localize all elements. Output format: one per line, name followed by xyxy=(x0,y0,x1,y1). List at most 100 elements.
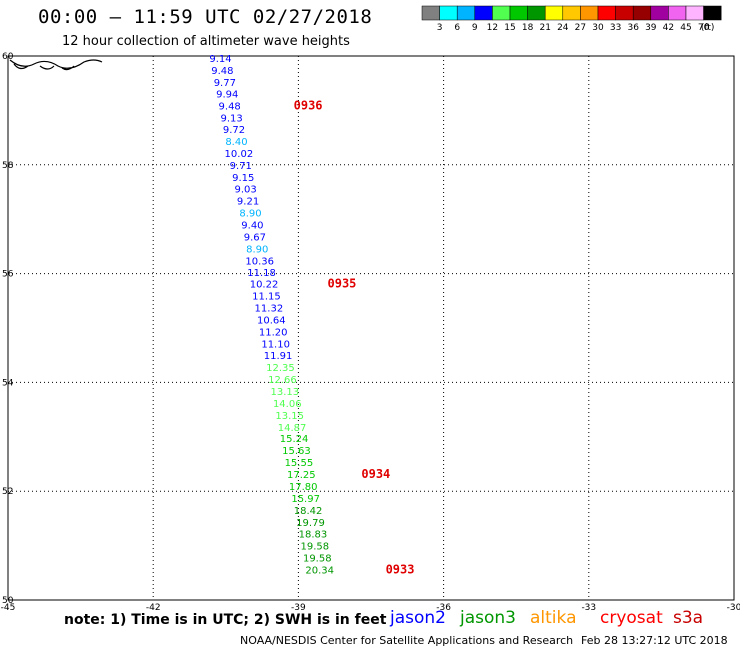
grid xyxy=(8,56,734,600)
pass-time-labels: 0936 0935 0934 0933 xyxy=(294,98,415,576)
swh-value: 15.97 xyxy=(291,494,320,505)
swh-value: 15.24 xyxy=(280,434,309,445)
swh-value: 19.79 xyxy=(296,518,325,529)
swh-value: 8.90 xyxy=(246,244,268,255)
swh-value: 11.32 xyxy=(255,304,284,315)
swh-value: 9.67 xyxy=(244,232,266,243)
colorbar-swatch xyxy=(597,5,616,21)
colorbar-label: 15 xyxy=(504,23,515,33)
swh-value: 12.35 xyxy=(266,363,295,374)
coastline xyxy=(9,59,103,71)
colorbar-swatch xyxy=(632,5,652,21)
colorbar-label: 33 xyxy=(610,23,621,33)
swh-value: 17.80 xyxy=(289,482,318,493)
colorbar-label: 27 xyxy=(575,23,586,33)
swh-value: 9.72 xyxy=(223,125,245,136)
x-tick-label: -42 xyxy=(146,603,161,613)
y-tick-label: 50 xyxy=(2,596,14,606)
swh-value: 10.22 xyxy=(250,280,279,291)
swh-value: 20.34 xyxy=(305,565,334,576)
swh-value: 11.10 xyxy=(261,340,290,351)
swh-value: 10.64 xyxy=(257,316,286,327)
colorbar-swatch xyxy=(474,5,493,21)
swh-value: 19.58 xyxy=(301,541,330,552)
swh-value: 13.15 xyxy=(275,411,304,422)
chart-subtitle: 12 hour collection of altimeter wave hei… xyxy=(62,34,350,49)
pass-time-label: 0933 xyxy=(386,562,415,576)
y-tick-label: 58 xyxy=(2,161,14,171)
colorbar-swatch xyxy=(456,5,476,21)
colorbar-label: 12 xyxy=(487,23,498,33)
swh-value: 9.21 xyxy=(237,197,259,208)
swh-value: 15.63 xyxy=(282,446,311,457)
swh-value: 9.94 xyxy=(216,89,238,100)
page-title: 00:00 – 11:59 UTC 02/27/2018 xyxy=(38,6,373,28)
legend-s3a: s3a xyxy=(673,608,704,628)
colorbar-swatch xyxy=(544,5,564,21)
colorbar-swatch xyxy=(509,5,528,21)
y-tick-label: 52 xyxy=(2,487,13,497)
swh-value: 11.18 xyxy=(247,268,276,279)
swh-value: 19.58 xyxy=(303,553,332,564)
colorbar-label: 70 xyxy=(698,23,710,33)
swh-value: 9.71 xyxy=(230,161,252,172)
x-tick-label: -45 xyxy=(1,603,16,613)
swh-value: 9.14 xyxy=(209,54,231,65)
swh-value: 14.87 xyxy=(278,423,307,434)
colorbar-swatch xyxy=(439,5,458,21)
pass-time-label: 0935 xyxy=(328,277,357,291)
colorbar-swatch xyxy=(580,5,599,21)
colorbar-label: 30 xyxy=(592,23,604,33)
colorbar-label: 21 xyxy=(539,23,550,33)
colorbar-swatch xyxy=(421,5,440,21)
swh-value: 15.55 xyxy=(285,458,314,469)
legend-cryosat: cryosat xyxy=(600,608,663,628)
swh-value: 11.91 xyxy=(264,351,293,362)
y-tick-label: 60 xyxy=(2,52,14,62)
swh-value: 17.25 xyxy=(287,470,316,481)
footer-timestamp: Feb 28 13:27:12 UTC 2018 xyxy=(581,634,728,647)
colorbar-label: 24 xyxy=(557,23,569,33)
plot-frame xyxy=(7,55,735,601)
x-tick-label: -39 xyxy=(291,603,306,613)
footer-note: note: 1) Time is in UTC; 2) SWH is in fe… xyxy=(64,612,387,628)
swh-value: 10.02 xyxy=(225,149,254,160)
legend-jason2: jason2 xyxy=(390,608,446,628)
colorbar-label: 42 xyxy=(663,23,674,33)
x-tick-label: -33 xyxy=(581,603,596,613)
colorbar-label: 36 xyxy=(627,23,639,33)
swh-value: 8.40 xyxy=(225,137,247,148)
swh-value: 9.03 xyxy=(235,185,257,196)
colorbar-label: 18 xyxy=(522,23,534,33)
swh-value: 10.36 xyxy=(245,256,274,267)
swh-values: 9.149.489.779.949.489.139.728.4010.029.7… xyxy=(209,54,334,576)
colorbar-swatch xyxy=(615,5,634,21)
swh-value: 18.42 xyxy=(294,506,323,517)
colorbar-swatch xyxy=(650,5,669,21)
swh-value: 8.90 xyxy=(239,208,261,219)
pass-time-label: 0934 xyxy=(361,467,390,481)
footer-credit: NOAA/NESDIS Center for Satellite Applica… xyxy=(240,634,574,647)
colorbar-label: 45 xyxy=(680,23,691,33)
legend-altika: altika xyxy=(530,608,577,628)
coastline-path xyxy=(9,59,103,71)
y-tick-label: 56 xyxy=(2,270,14,280)
colorbar-swatch xyxy=(562,5,581,21)
swh-value: 9.77 xyxy=(214,78,236,89)
axis-ticks: -45 -42 -39 -36 -33 -30 50 52 54 56 58 60 xyxy=(1,52,740,613)
swh-value: 11.20 xyxy=(259,328,288,339)
swh-value: 13.13 xyxy=(271,387,300,398)
y-tick-label: 54 xyxy=(2,378,14,388)
colorbar-label: 3 xyxy=(437,23,443,33)
swh-value: 12.66 xyxy=(268,375,297,386)
colorbar-swatch xyxy=(703,5,722,21)
legend-jason3: jason3 xyxy=(460,608,516,628)
x-tick-label: -30 xyxy=(727,603,740,613)
swh-value: 9.15 xyxy=(232,173,254,184)
colorbar-swatch xyxy=(685,5,704,21)
colorbar-label: 9 xyxy=(472,23,478,33)
colorbar-label: 39 xyxy=(645,23,657,33)
plot-border xyxy=(7,55,735,601)
swh-value: 18.83 xyxy=(299,529,328,540)
